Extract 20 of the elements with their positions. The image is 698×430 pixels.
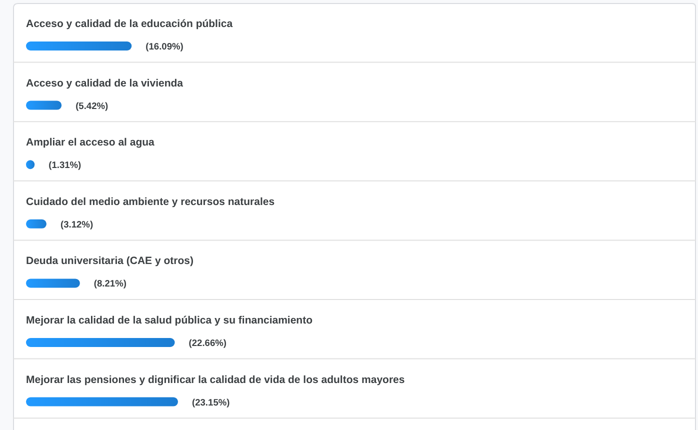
data-label: (22.66%) [188, 338, 227, 348]
data-label: (3.12%) [60, 219, 94, 230]
data-label: (16.09%) [146, 42, 184, 52]
y-tick-label: Acceso y calidad de la educación pública [26, 18, 233, 30]
y-tick-label: Mejorar las pensiones y dignificar la calidad de vida de los adultos mayores [26, 374, 405, 386]
data-label: (23.15%) [192, 397, 230, 408]
y-tick-label: Ampliar el acceso al agua [26, 136, 155, 149]
bar [26, 219, 46, 228]
data-label: (1.31%) [48, 160, 82, 170]
y-tick-label: Deuda universitaria (CAE y otros) [26, 255, 194, 268]
y-tick-label: Acceso y calidad de la vivienda [26, 77, 184, 90]
bar [26, 338, 175, 347]
bar [26, 100, 62, 110]
data-label: (8.21%) [94, 278, 126, 289]
y-tick-label: Mejorar la calidad de la salud pública y su financiamiento [26, 314, 312, 326]
bar [26, 42, 132, 50]
y-tick-label: Cuidado del medio ambiente y recursos naturales [26, 196, 275, 208]
bar [26, 278, 80, 288]
bar [26, 397, 178, 406]
data-label: (5.42%) [76, 100, 108, 111]
